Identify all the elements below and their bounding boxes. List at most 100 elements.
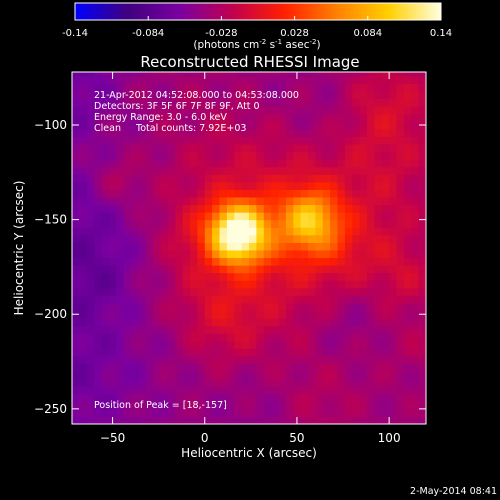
image-pixel (116, 272, 125, 281)
image-pixel (131, 83, 139, 92)
image-pixel (263, 265, 272, 274)
image-pixel (337, 181, 346, 190)
image-pixel (116, 196, 125, 206)
image-pixel (285, 75, 294, 84)
image-pixel (160, 318, 169, 327)
image-pixel (123, 378, 132, 387)
image-pixel (212, 340, 221, 349)
image-pixel (219, 113, 228, 122)
image-pixel (153, 90, 162, 100)
image-pixel (79, 204, 88, 213)
image-pixel (256, 98, 265, 107)
image-pixel (160, 83, 169, 92)
image-pixel (204, 386, 213, 395)
image-pixel (167, 159, 176, 168)
image-pixel (123, 159, 132, 168)
image-pixel (249, 234, 257, 243)
image-pixel (131, 257, 139, 266)
image-pixel (123, 72, 132, 77)
image-pixel (315, 302, 324, 312)
image-pixel (204, 265, 213, 274)
image-pixel (101, 310, 110, 319)
image-pixel (131, 408, 139, 418)
image-pixel (101, 272, 110, 281)
image-pixel (197, 72, 206, 77)
image-pixel (300, 242, 309, 251)
image-pixel (381, 363, 390, 372)
image-pixel (79, 287, 88, 296)
image-pixel (300, 355, 309, 365)
image-pixel (263, 128, 272, 137)
image-pixel (300, 166, 309, 175)
image-pixel (263, 363, 272, 372)
image-pixel (374, 72, 383, 77)
image-pixel (322, 159, 331, 168)
image-pixel (396, 72, 405, 77)
image-pixel (389, 355, 398, 365)
image-pixel (79, 212, 88, 221)
image-pixel (79, 348, 88, 357)
image-pixel (241, 408, 250, 418)
image-pixel (352, 333, 361, 342)
image-pixel (278, 249, 287, 259)
image-pixel (108, 106, 117, 115)
image-pixel (271, 219, 280, 228)
image-pixel (226, 363, 235, 372)
image-pixel (256, 136, 265, 145)
image-pixel (330, 106, 339, 115)
image-pixel (396, 174, 405, 183)
image-pixel (138, 302, 147, 312)
image-pixel (285, 393, 294, 402)
image-pixel (418, 257, 426, 266)
image-pixel (322, 348, 331, 357)
image-pixel (315, 196, 324, 206)
image-pixel (153, 121, 162, 130)
annotation-time-range: 21-Apr-2012 04:52:08.000 to 04:53:08.000 (94, 90, 299, 101)
image-pixel (337, 378, 346, 387)
image-pixel (160, 355, 169, 365)
image-pixel (271, 113, 280, 122)
image-pixel (79, 128, 88, 137)
image-pixel (190, 408, 198, 418)
image-pixel (322, 363, 331, 372)
image-pixel (219, 280, 228, 289)
image-pixel (315, 348, 324, 357)
image-pixel (315, 75, 324, 84)
image-pixel (271, 121, 280, 130)
image-pixel (234, 371, 243, 380)
image-pixel (352, 196, 361, 206)
image-pixel (153, 219, 162, 228)
image-pixel (374, 340, 383, 349)
image-pixel (123, 371, 132, 380)
image-pixel (367, 287, 375, 296)
image-pixel (352, 287, 361, 296)
image-pixel (256, 121, 265, 130)
image-pixel (108, 348, 117, 357)
image-pixel (175, 340, 184, 349)
image-pixel (72, 136, 80, 145)
image-pixel (145, 234, 154, 243)
image-pixel (86, 121, 95, 130)
image-pixel (352, 340, 361, 349)
image-pixel (123, 121, 132, 130)
image-pixel (219, 401, 228, 410)
image-pixel (293, 181, 302, 190)
image-pixel (344, 136, 353, 145)
image-pixel (352, 234, 361, 243)
image-pixel (256, 151, 265, 160)
image-pixel (271, 295, 280, 304)
image-pixel (389, 90, 398, 100)
image-pixel (263, 121, 272, 130)
image-pixel (411, 196, 420, 206)
image-pixel (86, 128, 95, 137)
image-pixel (175, 249, 184, 259)
image-pixel (175, 174, 184, 183)
image-pixel (300, 174, 309, 183)
image-pixel (153, 340, 162, 349)
image-pixel (285, 355, 294, 365)
image-pixel (234, 227, 243, 236)
image-pixel (411, 234, 420, 243)
image-pixel (263, 227, 272, 236)
image-pixel (411, 181, 420, 190)
image-pixel (131, 378, 139, 387)
